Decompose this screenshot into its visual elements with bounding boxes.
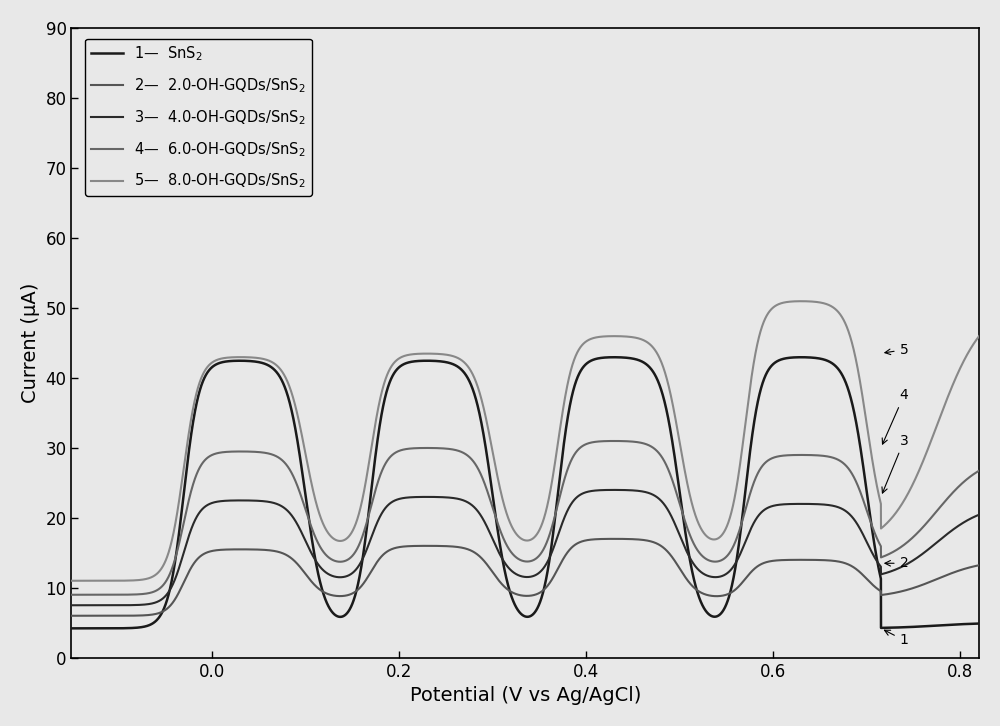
- Text: 3: 3: [882, 433, 908, 493]
- Text: 1: 1: [884, 630, 908, 648]
- Text: 4: 4: [882, 388, 908, 444]
- Text: 2: 2: [885, 556, 908, 570]
- Legend: 1—  SnS$_2$, 2—  2.0-OH-GQDs/SnS$_2$, 3—  4.0-OH-GQDs/SnS$_2$, 4—  6.0-OH-GQDs/S: 1— SnS$_2$, 2— 2.0-OH-GQDs/SnS$_2$, 3— 4…: [85, 38, 312, 196]
- Text: 5: 5: [885, 343, 908, 356]
- X-axis label: Potential (V vs Ag/AgCl): Potential (V vs Ag/AgCl): [410, 686, 641, 705]
- Y-axis label: Current (μA): Current (μA): [21, 282, 40, 403]
